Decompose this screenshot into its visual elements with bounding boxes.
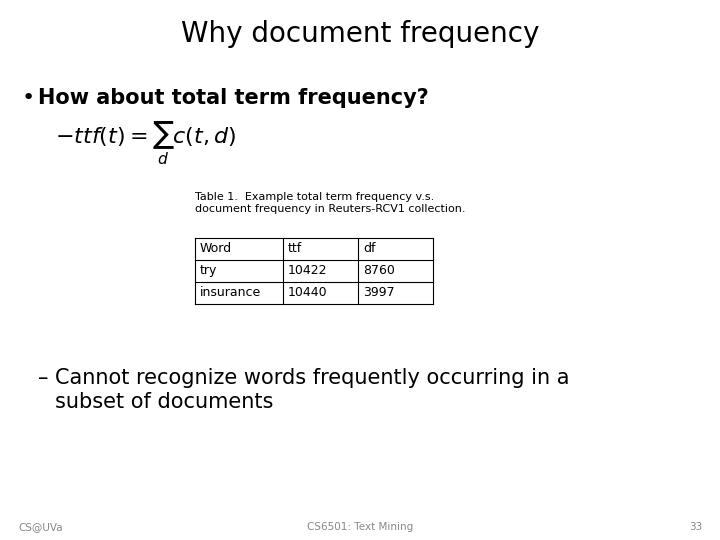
Text: How about total term frequency?: How about total term frequency?: [38, 88, 428, 108]
Text: 3997: 3997: [363, 286, 395, 299]
Text: Word: Word: [200, 242, 232, 255]
Text: CS6501: Text Mining: CS6501: Text Mining: [307, 522, 413, 532]
Text: Why document frequency: Why document frequency: [181, 20, 539, 48]
Text: CS@UVa: CS@UVa: [18, 522, 63, 532]
Text: insurance: insurance: [200, 286, 261, 299]
Text: ttf: ttf: [288, 242, 302, 255]
Text: – Cannot recognize words frequently occurring in a: – Cannot recognize words frequently occu…: [38, 368, 570, 388]
Text: •: •: [22, 88, 35, 108]
Text: document frequency in Reuters-RCV1 collection.: document frequency in Reuters-RCV1 colle…: [195, 204, 466, 214]
Text: 33: 33: [689, 522, 702, 532]
Text: $- \mathit{ttf}(t) = \sum_d \mathit{c}(t,d)$: $- \mathit{ttf}(t) = \sum_d \mathit{c}(t…: [55, 120, 236, 167]
Text: df: df: [363, 242, 376, 255]
Text: subset of documents: subset of documents: [55, 392, 274, 412]
Text: 8760: 8760: [363, 264, 395, 277]
Text: try: try: [200, 264, 217, 277]
Text: 10422: 10422: [288, 264, 328, 277]
Text: Table 1.  Example total term frequency v.s.: Table 1. Example total term frequency v.…: [195, 192, 434, 202]
Text: 10440: 10440: [288, 286, 328, 299]
